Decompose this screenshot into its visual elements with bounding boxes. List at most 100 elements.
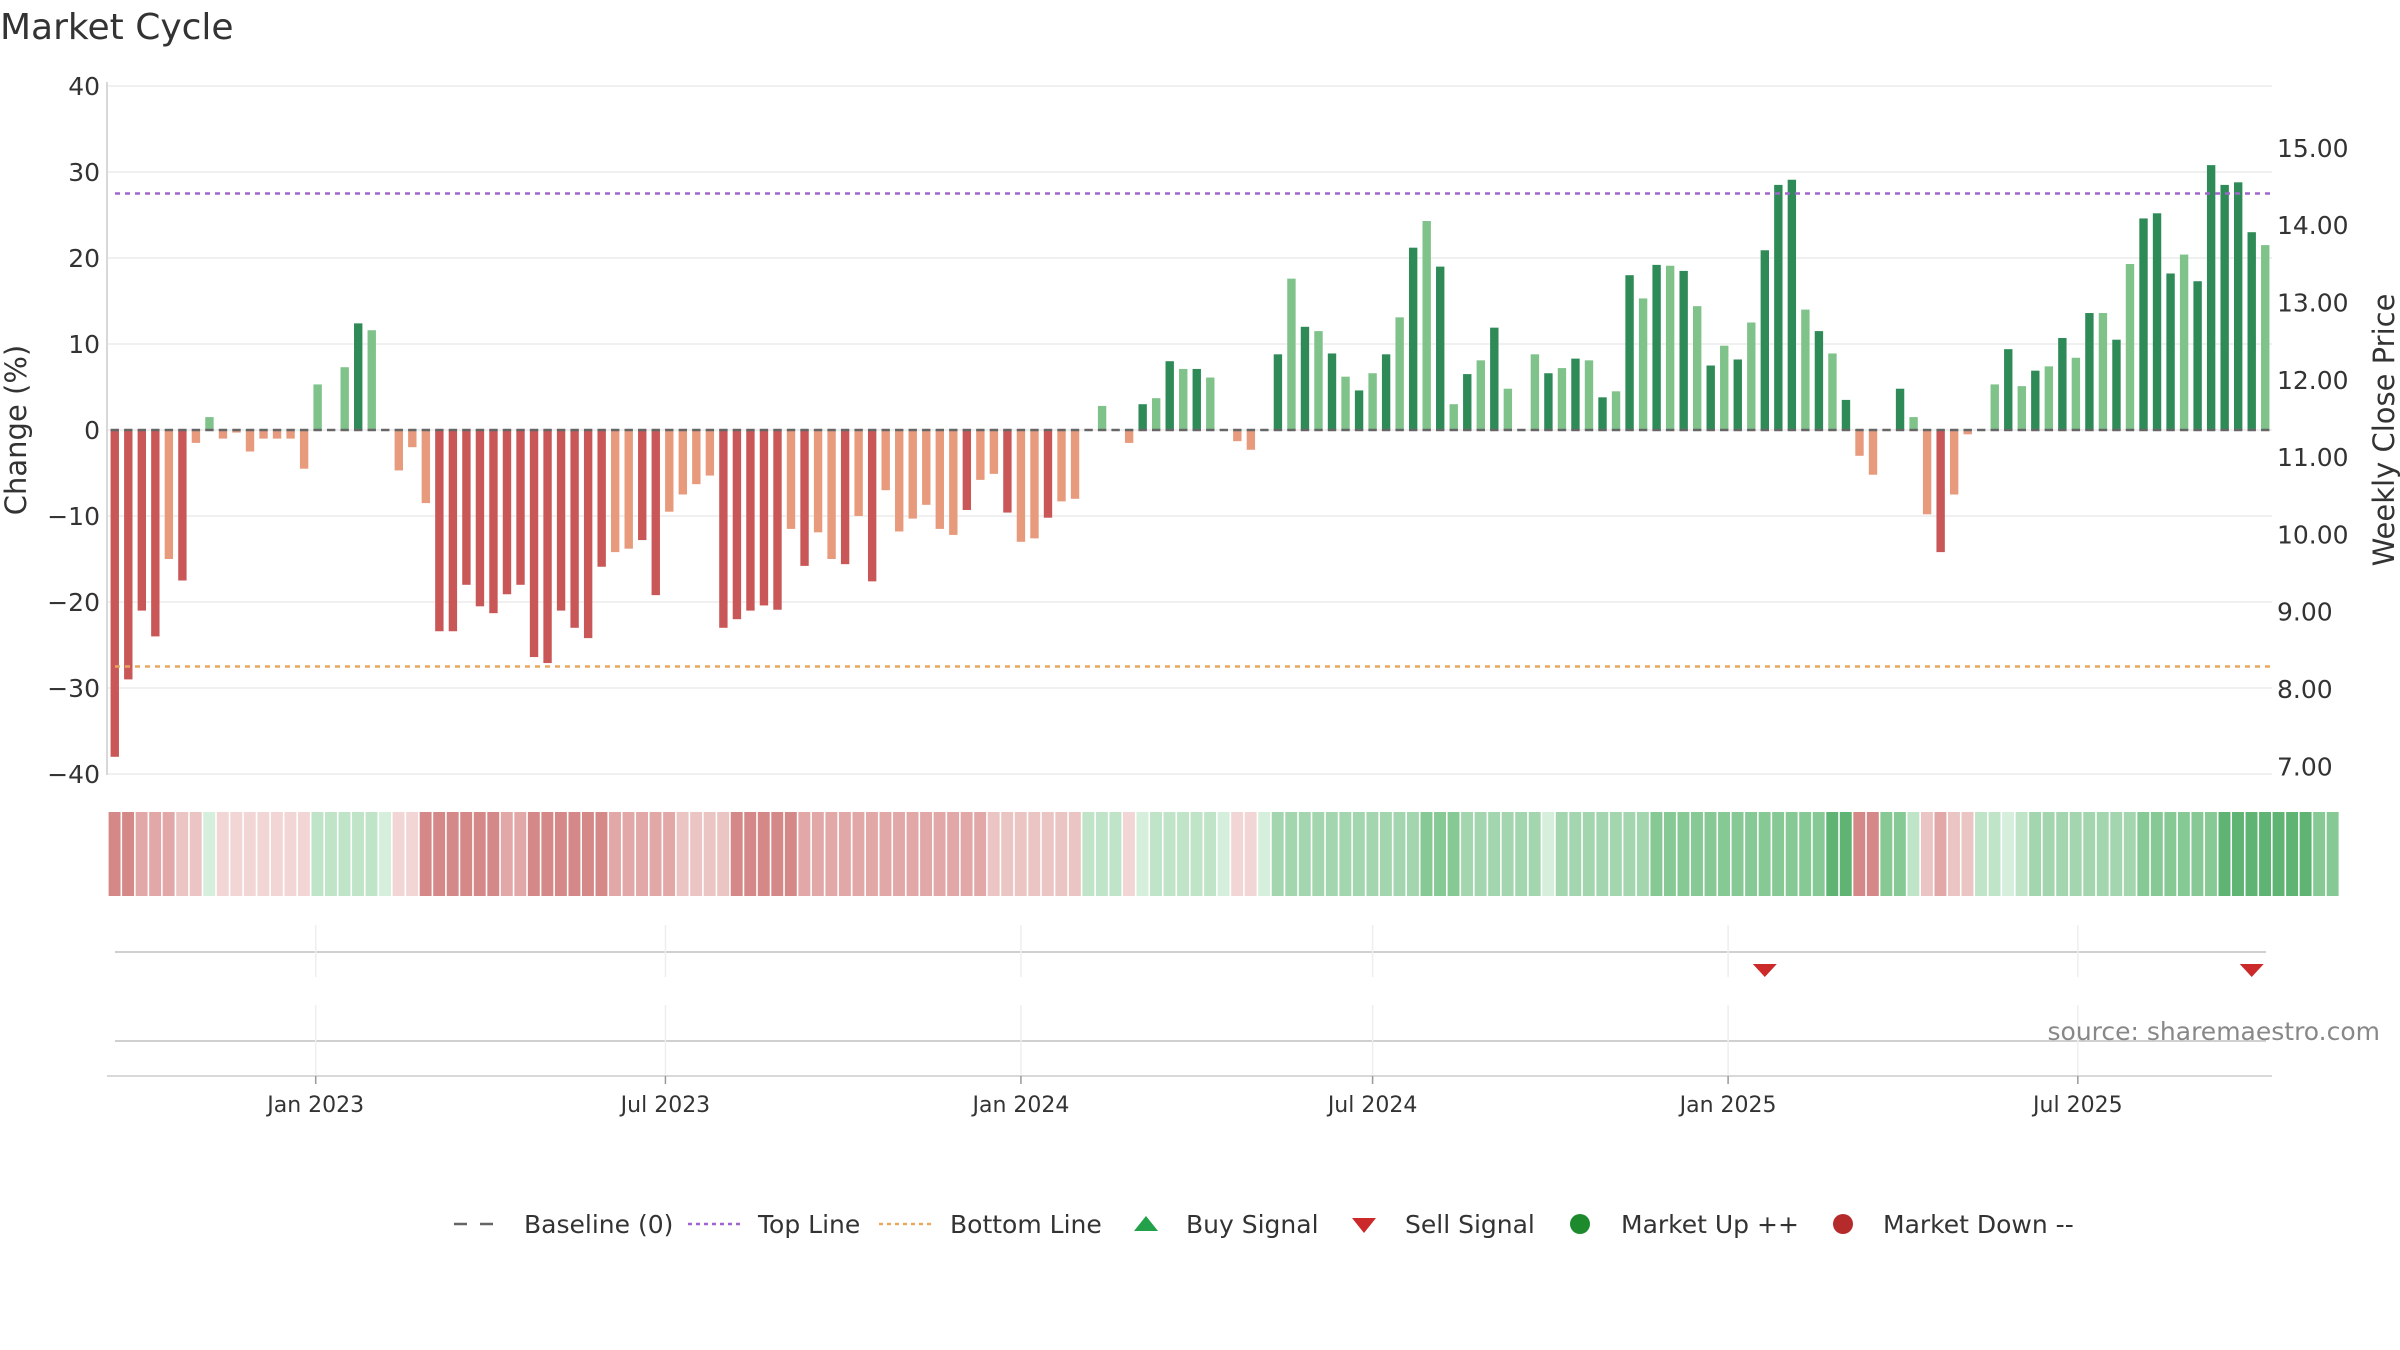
bar [1584,360,1594,430]
strip-cell [541,812,554,896]
strip-cell [500,812,513,896]
x-tick-label: Jan 2025 [1678,1093,1777,1118]
strip-cell [270,812,283,896]
source-note: source: sharemaestro.com [2048,1017,2381,1046]
strip-cell [189,812,202,896]
strip-cell [2313,812,2326,896]
bar [1341,376,1350,430]
strip-cell [568,812,581,896]
bar [624,430,633,549]
legend-label-sell-signal: Sell Signal [1405,1210,1535,1239]
strip-cell [1001,812,1014,896]
strip-cell [1150,812,1162,896]
chart-title: Market Cycle [0,7,234,48]
strip-cell [311,812,324,896]
strip-cell [595,812,608,896]
bar [1436,266,1445,430]
bar [2166,273,2175,430]
strip-cell [581,812,594,896]
bar [949,430,958,535]
bar [732,430,742,620]
signal-vgrid [314,925,2079,977]
strip-cell [1244,812,1257,896]
strip-cell [135,812,148,896]
bar [1354,390,1364,430]
strip-cell [338,812,351,896]
strip-cell [122,812,135,896]
bar [989,430,999,474]
strip-cell [1339,812,1352,896]
bar [137,430,147,611]
bar [2179,254,2189,430]
bar [1314,331,1323,430]
bar [1855,430,1864,456]
bar [1760,250,1770,430]
strip-cell [1893,812,1906,896]
strip-cell [1095,812,1108,896]
x-tick-label: Jul 2024 [1326,1093,1418,1118]
bar [2017,386,2026,430]
bar [1557,368,1567,430]
strip-cell [365,812,378,896]
strip-cell [2286,812,2299,896]
bar [1868,430,1878,475]
x-tick-label: Jul 2023 [619,1093,711,1118]
sell-signal-marker [1752,964,1777,977]
market-panel [115,1005,2266,1075]
strip-cell [446,812,459,896]
bar [692,430,701,485]
bar [1287,278,1296,430]
strip-cell [527,812,540,896]
strip-cell [243,812,256,896]
legend-label-buy-signal: Buy Signal [1186,1210,1319,1239]
bar [651,430,660,596]
strip-cell [1650,812,1663,896]
bar [259,430,268,439]
bar [394,430,403,471]
strip-cell [1718,812,1730,896]
strip-cell [1082,812,1095,896]
bar [1895,388,1905,430]
bar [529,430,539,658]
bar [340,367,349,430]
strip-cell [1934,812,1947,896]
y2-tick-label: 8.00 [2277,675,2333,704]
bar [354,323,363,430]
strip-cell [1745,812,1758,896]
bar [1544,373,1553,430]
legend-item-market-down: Market Down -- [1833,1210,2074,1239]
legend-item-bottom-line: Bottom Line [879,1210,1102,1239]
strip-cell [2245,812,2258,896]
y2-tick-label: 10.00 [2277,520,2349,549]
strip-cell [325,812,337,896]
bar [827,430,836,559]
bar [2004,349,2013,430]
bar [1922,430,1932,515]
strip-cell [1623,812,1636,896]
strip-cell [811,812,824,896]
strip-cell [1677,812,1690,896]
strip-cell [1691,812,1703,896]
bar [1706,365,1715,430]
strip-cell [757,812,770,896]
bar [962,430,972,510]
strip-cell [663,812,676,896]
strip-cell [1285,812,1298,896]
bar [1003,430,1012,513]
strip-cell [1271,812,1284,896]
strip-cell [460,812,473,896]
bar [245,430,255,452]
strip-cell [866,812,878,896]
strip-cell [2150,812,2163,896]
bar [2085,313,2094,430]
y-tick-label: 40 [68,72,100,101]
strip-cell [1555,812,1568,896]
bar [205,417,214,430]
strip-cell [419,812,432,896]
bar [867,430,877,582]
strip-cell [1636,812,1649,896]
bar [1476,360,1485,430]
bar [299,430,309,469]
strip-cell [1839,812,1852,896]
